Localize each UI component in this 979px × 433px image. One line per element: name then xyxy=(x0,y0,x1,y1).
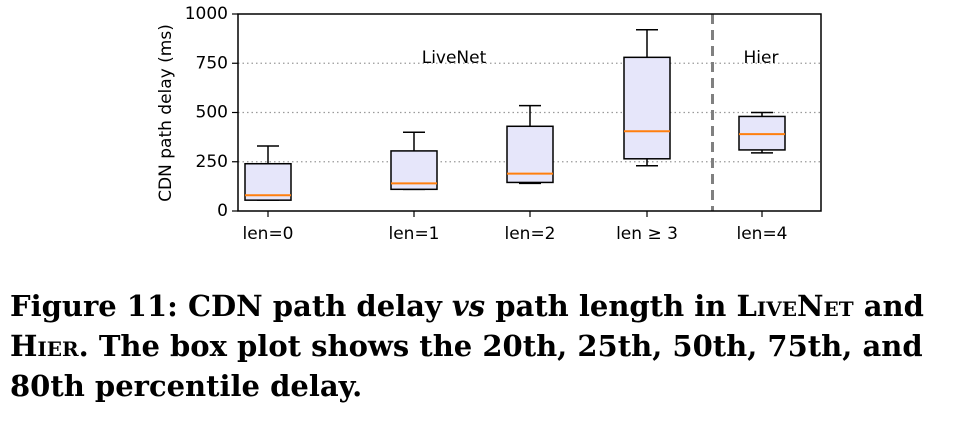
box-len-0 xyxy=(244,145,292,201)
caption-mid: path length in xyxy=(485,289,737,323)
caption-vs: vs xyxy=(451,289,486,323)
caption-rest: . The box plot shows the 20th, 25th, 50t… xyxy=(10,329,923,403)
box-len-3 xyxy=(623,29,671,167)
boxes xyxy=(244,29,786,201)
x-tick-label: len ≥ 3 xyxy=(616,224,678,244)
y-tick-label: 1000 xyxy=(185,4,228,24)
x-tick-label: len=1 xyxy=(388,224,439,244)
box-body xyxy=(244,162,292,201)
caption-and: and xyxy=(853,289,924,323)
y-axis: 0 250 500 750 1000 xyxy=(185,4,238,221)
x-tick-label: len=0 xyxy=(242,224,293,244)
y-tick-label: 0 xyxy=(217,201,228,221)
x-tick-label: len=2 xyxy=(504,224,555,244)
caption-hier: Hier xyxy=(10,329,79,363)
box-len-1 xyxy=(390,131,438,191)
y-tick-label: 500 xyxy=(196,103,228,123)
caption-prefix: Figure 11: CDN path delay xyxy=(10,289,452,323)
box-body xyxy=(623,56,671,160)
box-len-4 xyxy=(738,111,786,154)
group-label-hier: Hier xyxy=(744,48,779,68)
x-axis: len=0 len=1 len=2 len ≥ 3 len=4 xyxy=(242,211,788,244)
x-tick-label: len=4 xyxy=(736,224,787,244)
y-axis-label: CDN path delay (ms) xyxy=(156,24,176,202)
y-tick-label: 250 xyxy=(196,152,228,172)
caption-livenet: LiveNet xyxy=(736,289,854,323)
box-len-2 xyxy=(506,104,554,185)
figure-caption: Figure 11: CDN path delay vs path length… xyxy=(10,286,975,406)
group-label-livenet: LiveNet xyxy=(422,48,487,68)
y-tick-label: 750 xyxy=(196,53,228,73)
